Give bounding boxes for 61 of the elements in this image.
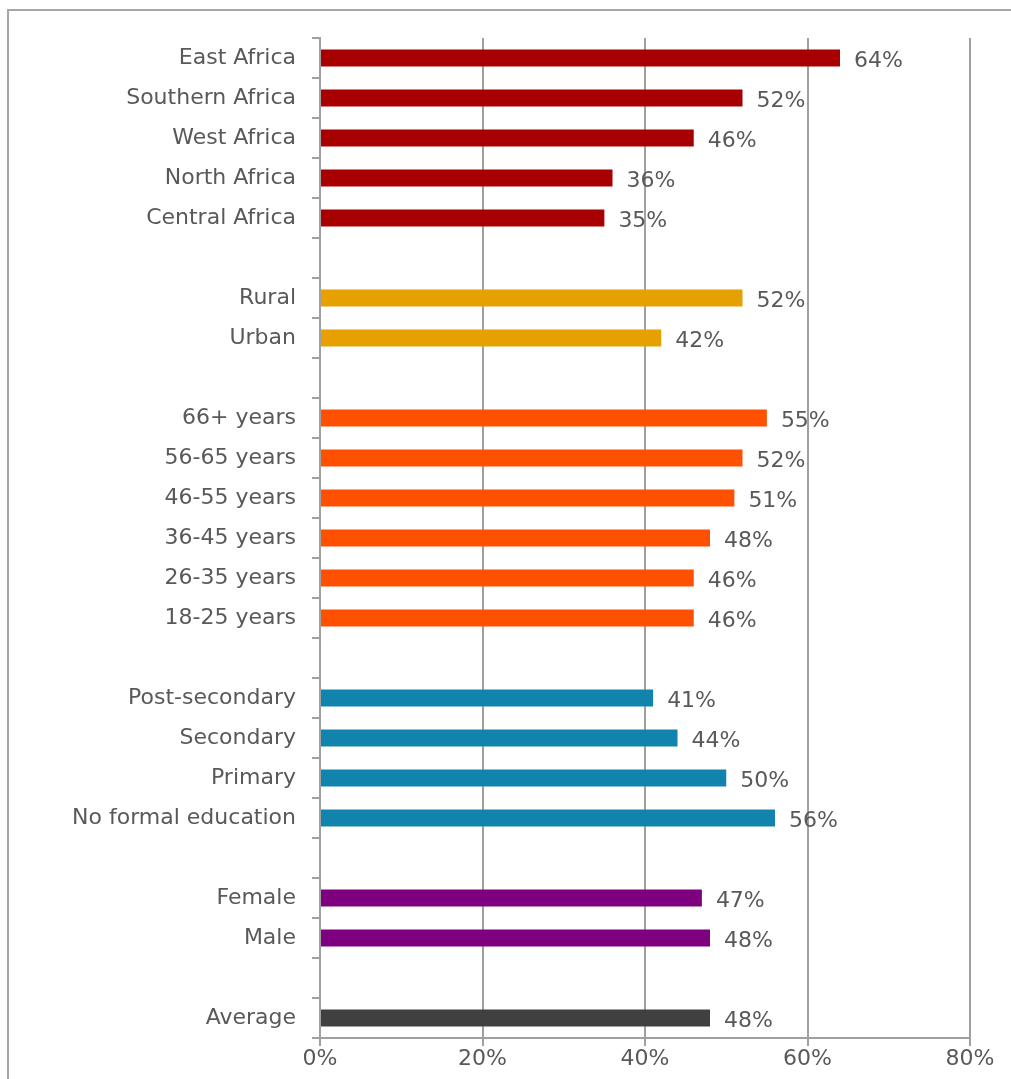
y-tick-label: Primary [210,763,296,789]
data-label: 48% [724,1006,773,1032]
bar [321,129,694,147]
y-tick-label: No formal education [72,803,296,829]
y-tick-label: Average [205,1003,296,1029]
bar [321,569,694,587]
y-tick-label: Rural [239,283,296,309]
bar [321,409,767,427]
y-tick-label: North Africa [164,163,296,189]
bar [321,289,743,307]
data-label: 52% [756,286,806,312]
y-tick-label: Male [243,923,296,949]
y-tick-label: Secondary [179,723,296,749]
y-tick-label: 46-55 years [164,483,296,509]
y-tick-label: 56-65 years [164,443,296,469]
data-label: 46% [707,566,757,592]
bar [321,489,735,507]
y-tick-label: Post-secondary [128,683,296,709]
data-label: 48% [724,926,773,952]
y-tick-label: Central Africa [146,203,296,229]
data-label: 64% [854,46,903,72]
data-label: 48% [724,526,773,552]
bar [321,209,605,227]
bar [321,729,678,747]
x-tick-label: 20% [458,1044,507,1070]
x-tick-label: 40% [620,1044,670,1070]
y-tick-label: Female [216,883,296,909]
y-tick-label: East Africa [178,43,296,69]
data-label: 52% [756,86,806,112]
x-tick-label: 0% [302,1044,338,1070]
data-label: 46% [707,126,757,152]
y-tick-label: Southern Africa [126,83,296,109]
data-label: 44% [691,726,741,752]
data-label: 42% [675,326,725,352]
bar [321,89,743,107]
bar [321,449,743,467]
x-tick-label: 80% [945,1044,995,1070]
bar [321,49,840,67]
y-tick-label: 26-35 years [164,563,296,589]
data-label: 51% [748,486,798,512]
bar [321,529,710,547]
bar [321,1009,710,1027]
data-label: 47% [715,886,765,912]
bar [321,169,613,187]
y-tick-label: 66+ years [182,403,296,429]
bar [321,329,662,347]
bar [321,769,727,787]
y-tick-label: 36-45 years [164,523,296,549]
data-label: 46% [707,606,757,632]
bar [321,689,654,707]
data-label: 52% [756,446,806,472]
y-tick-label: West Africa [172,123,296,149]
data-label: 41% [667,686,717,712]
y-tick-label: Urban [229,323,296,349]
bar [321,889,702,907]
bar [321,809,775,827]
x-tick-label: 60% [783,1044,832,1070]
data-label: 50% [740,766,790,792]
bar [321,609,694,627]
bar [321,929,710,947]
y-tick-label: 18-25 years [164,603,296,629]
